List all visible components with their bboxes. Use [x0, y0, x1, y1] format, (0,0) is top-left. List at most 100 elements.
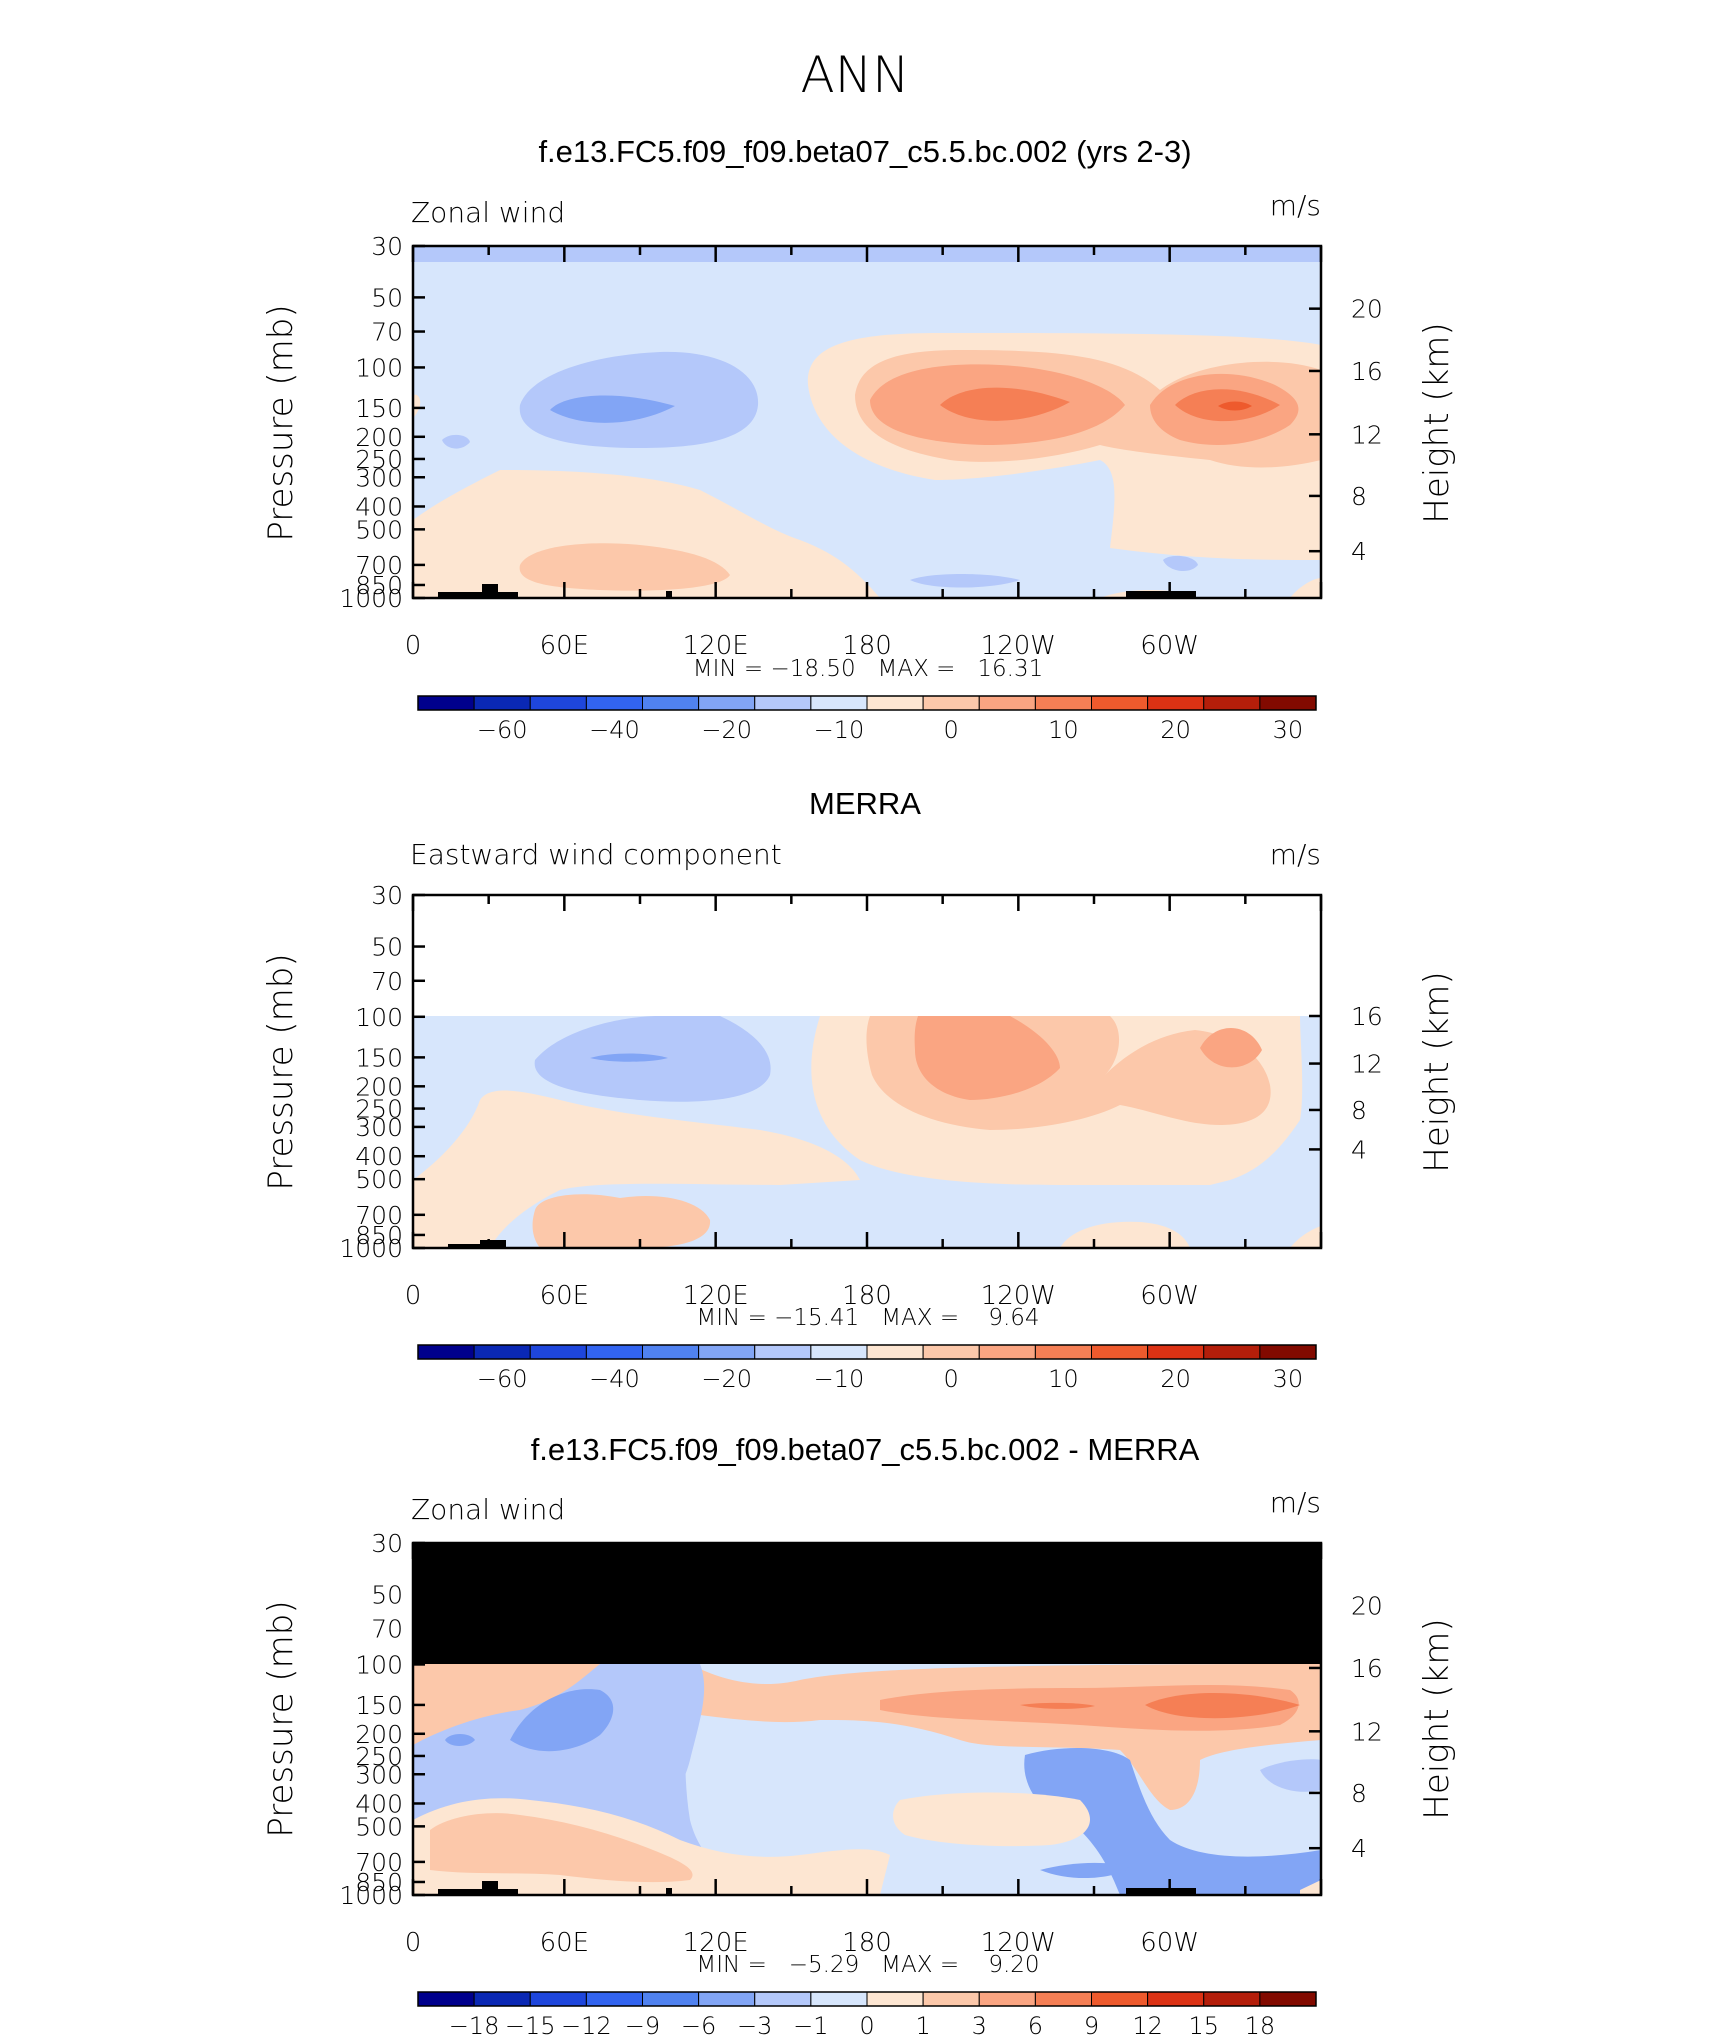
- colorbar-frame: [417, 1344, 1317, 1360]
- colorbar-swatch: [1034, 1991, 1092, 2007]
- colorbar-swatch: [754, 695, 812, 711]
- colorbar-swatch: [754, 1344, 812, 1360]
- panel-3-y2label: Height (km): [1417, 1618, 1457, 1819]
- colorbar-swatch: [585, 1344, 643, 1360]
- colorbar-label: 0: [944, 716, 959, 744]
- height-tick-label: 16: [1351, 357, 1383, 386]
- colorbar-swatch: [642, 695, 700, 711]
- colorbar-label: 18: [1245, 2012, 1276, 2038]
- colorbar-swatch: [1147, 1991, 1205, 2007]
- colorbar-label: 9: [1084, 2012, 1099, 2038]
- y-tick-label: 500: [355, 1812, 403, 1841]
- colorbar-swatch: [1203, 1344, 1261, 1360]
- colorbar-label: −15: [505, 2012, 556, 2038]
- colorbar-swatch: [642, 1991, 700, 2007]
- panel-2-jet-core-2: [1200, 1027, 1262, 1068]
- colorbar-swatch: [1091, 695, 1149, 711]
- x-tick-label: 180: [842, 1928, 892, 1958]
- x-tick-label: 60E: [540, 1281, 590, 1311]
- panel-3-mask: [413, 1543, 1321, 1664]
- x-tick-label: 60W: [1140, 631, 1199, 661]
- colorbar-swatch: [1034, 695, 1092, 711]
- colorbar-swatch: [922, 695, 980, 711]
- height-tick-label: 8: [1351, 1779, 1367, 1808]
- colorbar-swatch: [585, 695, 643, 711]
- panel-1-title: f.e13.FC5.f09_f09.beta07_c5.5.bc.002 (yr…: [538, 134, 1191, 169]
- panel-1-units: m/s: [1270, 189, 1321, 222]
- y-tick-label: 1000: [339, 584, 403, 613]
- x-tick-label: 120W: [981, 631, 1056, 661]
- colorbar-label: 30: [1273, 1365, 1304, 1393]
- y-tick-label: 850: [355, 1221, 403, 1250]
- y-tick-label: 30: [371, 881, 403, 910]
- x-tick-label: 60E: [540, 631, 590, 661]
- height-tick-label: 16: [1351, 1654, 1383, 1683]
- colorbar-swatch: [1203, 695, 1261, 711]
- colorbar-swatch: [473, 1991, 531, 2007]
- panel-2-variable: Eastward wind component: [410, 838, 782, 871]
- panel-3-neg-low: [1040, 1862, 1130, 1879]
- colorbar-label: 15: [1188, 2012, 1219, 2038]
- panel-3-topography-2: [666, 1888, 672, 1895]
- height-tick-label: 16: [1351, 1002, 1383, 1031]
- colorbar-swatch: [473, 695, 531, 711]
- colorbar-swatch: [866, 1991, 924, 2007]
- y-tick-label: 700: [355, 1201, 403, 1230]
- height-tick-label: 20: [1351, 1592, 1383, 1621]
- colorbar-label: −10: [814, 1365, 865, 1393]
- colorbar-label: −9: [625, 2012, 660, 2038]
- y-tick-label: 1000: [339, 1881, 403, 1910]
- x-tick-label: 120E: [683, 631, 749, 661]
- colorbar-label: −18: [449, 2012, 500, 2038]
- y-tick-label: 200: [355, 1072, 403, 1101]
- colorbar-swatch: [978, 1991, 1036, 2007]
- panel-2-units: m/s: [1270, 838, 1321, 871]
- x-tick-label: 120W: [981, 1281, 1056, 1311]
- panel-3-variable: Zonal wind: [411, 1493, 565, 1526]
- colorbar-label: −20: [701, 1365, 752, 1393]
- panel-1-topography-2: [666, 591, 672, 598]
- y-tick-label: 200: [355, 423, 403, 452]
- panel-2-pos-low: [532, 1194, 711, 1248]
- height-tick-label: 8: [1351, 1096, 1367, 1125]
- y-tick-label: 70: [371, 1615, 403, 1644]
- panel-3-colorbar: −18 −15 −12 −9 −6 −3 −1 0 1 3 6 9 12 15 18: [417, 1991, 1317, 2038]
- y-tick-label: 250: [355, 445, 403, 474]
- colorbar-label: −40: [589, 1365, 640, 1393]
- y-tick-label: 150: [355, 394, 403, 423]
- y-tick-label: 50: [371, 283, 403, 312]
- colorbar-swatch: [754, 1991, 812, 2007]
- colorbar-swatch: [698, 1344, 756, 1360]
- colorbar-label: −6: [681, 2012, 716, 2038]
- y-tick-label: 700: [355, 1848, 403, 1877]
- colorbar-swatch: [529, 695, 587, 711]
- colorbar-label: 10: [1048, 1365, 1079, 1393]
- panel-3-ticks: 0 60E 120E 180 120W 60W3050701001502002503004…: [339, 1529, 1382, 1958]
- panel-2-title: MERRA: [809, 786, 921, 821]
- panel-3-neg-right-2: [1260, 1759, 1321, 1792]
- panel-3: f.e13.FC5.f09_f09.beta07_c5.5.bc.002 - M…: [261, 1432, 1457, 2038]
- panel-2-topography: [448, 1240, 506, 1248]
- panel-3-title: f.e13.FC5.f09_f09.beta07_c5.5.bc.002 - M…: [531, 1432, 1200, 1467]
- y-tick-label: 30: [371, 1529, 403, 1558]
- y-tick-label: 50: [371, 1580, 403, 1609]
- colorbar-swatch: [978, 1344, 1036, 1360]
- panel-2-y2label: Height (km): [1417, 971, 1457, 1172]
- x-tick-label: 120E: [683, 1928, 749, 1958]
- colorbar-swatch: [978, 695, 1036, 711]
- y-tick-label: 300: [355, 463, 403, 492]
- panel-1-y2label: Height (km): [1417, 322, 1457, 523]
- height-tick-label: 4: [1351, 1135, 1367, 1164]
- x-tick-label: 0: [405, 631, 422, 661]
- colorbar-label: 0: [944, 1365, 959, 1393]
- panel-2-pos-bottom-right: [1060, 1221, 1321, 1248]
- figure-title: ANN: [800, 46, 909, 104]
- panel-1-stats: MIN = −18.50 MAX = 16.31: [693, 656, 1043, 682]
- panel-1-colorbar: −60 −40 −20 −10 0 10 20 30: [417, 695, 1317, 744]
- panel-1-topography-1: [438, 584, 518, 598]
- panel-3-topography-1: [438, 1881, 518, 1895]
- panel-3-stats: MIN = −5.29 MAX = 9.20: [696, 1952, 1039, 1978]
- panel-2-field: [413, 1016, 1321, 1248]
- y-tick-label: 250: [355, 1095, 403, 1124]
